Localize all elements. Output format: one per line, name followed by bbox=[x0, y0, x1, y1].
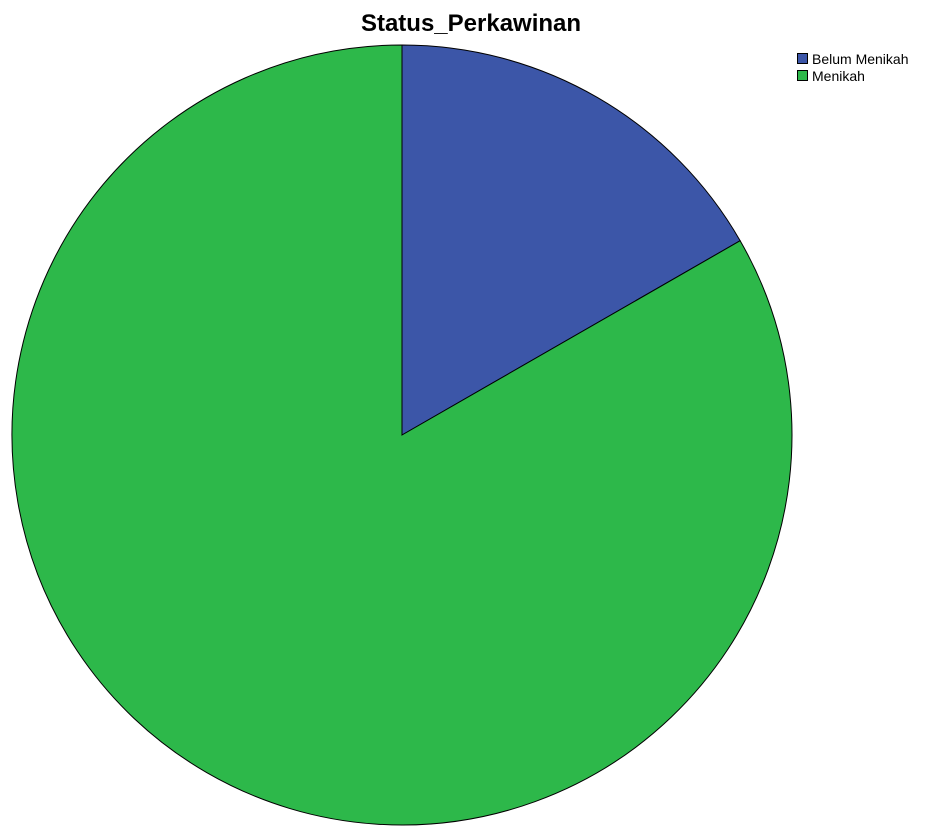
legend-label-belum-menikah: Belum Menikah bbox=[812, 50, 909, 67]
legend-item-menikah: Menikah bbox=[797, 67, 909, 84]
pie-slice-belum-menikah bbox=[401, 44, 741, 436]
legend-swatch-belum-menikah bbox=[797, 53, 808, 64]
pie-slice-menikah bbox=[11, 44, 793, 826]
legend-swatch-menikah bbox=[797, 70, 808, 81]
legend: Belum Menikah Menikah bbox=[797, 50, 909, 84]
legend-item-belum-menikah: Belum Menikah bbox=[797, 50, 909, 67]
legend-label-menikah: Menikah bbox=[812, 67, 865, 84]
